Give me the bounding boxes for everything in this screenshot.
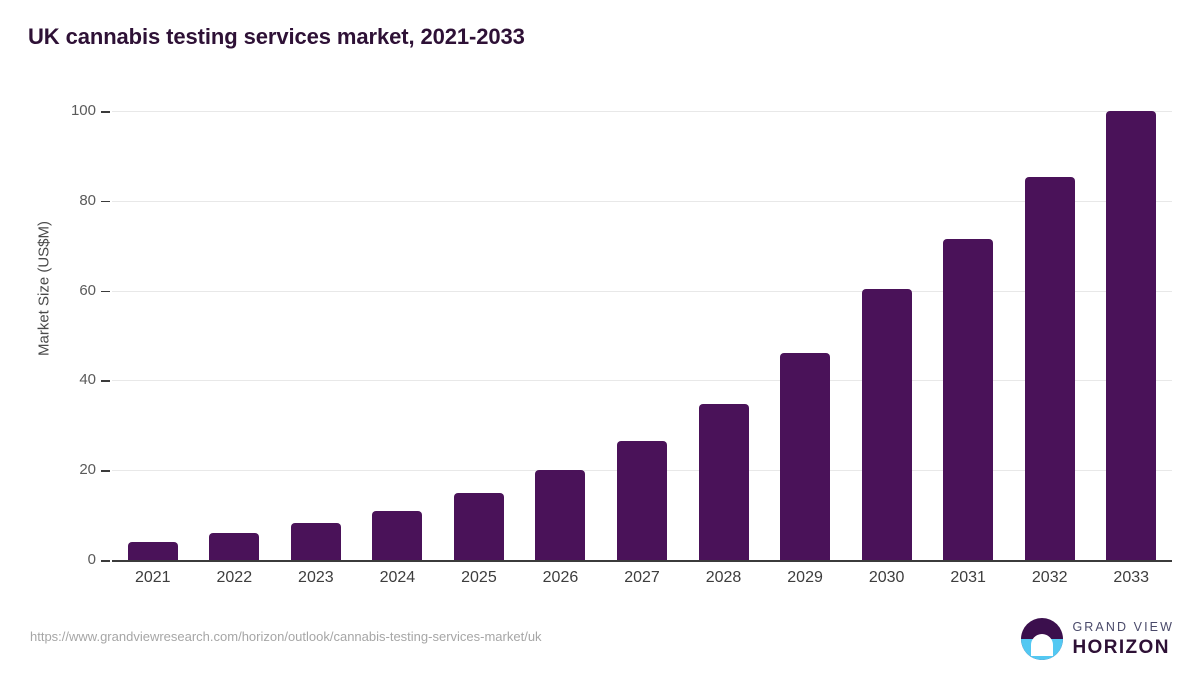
bar-2032[interactable]	[1024, 177, 1075, 560]
bar-2025[interactable]	[453, 492, 504, 560]
bar-2027[interactable]	[617, 441, 667, 560]
y-tick-label: 80	[79, 191, 96, 209]
bar-2030[interactable]	[861, 288, 912, 560]
x-tick-label: 2029	[787, 569, 823, 586]
logo-line-2: HORIZON	[1072, 636, 1170, 658]
bar-2033[interactable]	[1106, 111, 1157, 560]
y-tick-label: 100	[70, 102, 96, 119]
x-tick-label: 2028	[705, 569, 742, 586]
y-tick-mark	[101, 560, 110, 562]
grand-view-horizon-logo: GRAND VIEW HORIZON	[1021, 618, 1174, 660]
x-tick-label: 2033	[1113, 569, 1150, 586]
x-axis-line	[112, 560, 1172, 562]
y-tick-mark	[101, 200, 110, 203]
y-tick-label: 40	[79, 371, 96, 389]
y-tick-mark	[101, 111, 110, 113]
x-tick-label: 2031	[950, 569, 986, 586]
x-tick-label: 2030	[868, 569, 905, 586]
gridline	[112, 380, 1172, 382]
bar-2031[interactable]	[943, 239, 994, 560]
bars-container	[112, 111, 1172, 560]
bar-2024[interactable]	[372, 510, 423, 560]
bar-2029[interactable]	[780, 353, 831, 560]
source-url[interactable]: https://www.grandviewresearch.com/horizo…	[30, 629, 542, 644]
y-tick-label: 60	[79, 281, 96, 299]
x-tick-label: 2022	[216, 569, 253, 586]
x-tick-label: 2024	[379, 569, 416, 586]
logo-line-1: GRAND VIEW	[1072, 620, 1174, 635]
gridline	[112, 111, 1172, 112]
y-tick-label: 20	[79, 461, 96, 479]
y-tick-mark	[101, 290, 110, 293]
x-tick-label: 2026	[542, 569, 579, 586]
logo-ray-upper	[1033, 644, 1052, 648]
y-tick-mark	[101, 470, 110, 472]
x-tick-label: 2027	[624, 569, 660, 586]
horizon-sun-icon	[1021, 618, 1064, 660]
x-tick-label: 2032	[1031, 569, 1068, 586]
bar-2023[interactable]	[290, 523, 341, 560]
bar-2026[interactable]	[535, 470, 586, 560]
logo-wordmark: GRAND VIEW HORIZON	[1072, 621, 1174, 657]
gridline	[112, 290, 1172, 292]
y-tick-mark	[101, 380, 110, 382]
x-tick-label: 2025	[461, 569, 497, 586]
page-title: UK cannabis testing services market, 202…	[28, 24, 525, 49]
x-tick-label: 2021	[134, 569, 171, 586]
bar-2028[interactable]	[698, 403, 749, 560]
bar-2022[interactable]	[209, 533, 260, 560]
gridline	[112, 200, 1172, 202]
y-tick-label: 0	[87, 551, 96, 568]
x-tick-label: 2023	[298, 569, 334, 586]
logo-ray-lower	[1036, 649, 1048, 652]
bar-2021[interactable]	[127, 542, 178, 560]
